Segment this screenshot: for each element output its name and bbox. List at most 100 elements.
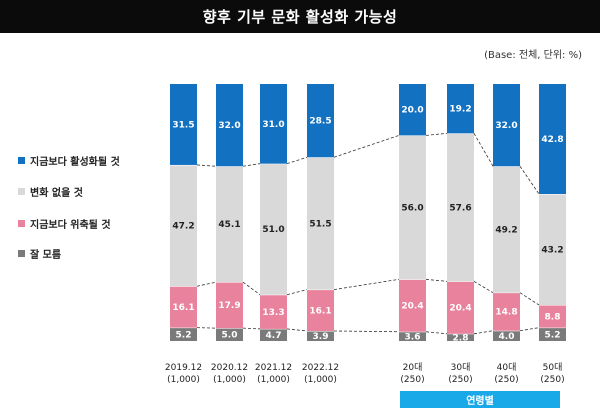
legend-item-activate: 지금보다 활성화될 것 <box>18 153 120 168</box>
data-label-unknown: 4.7 <box>266 331 282 341</box>
legend-item-shrink: 지금보다 위축될 것 <box>18 216 111 231</box>
bar-segment-nochange <box>447 133 474 282</box>
legend-swatch-nochange <box>18 187 25 195</box>
data-label-nochange: 45.1 <box>218 220 240 230</box>
connector-line-nochange <box>242 163 261 167</box>
bar-segment-nochange <box>307 157 334 290</box>
data-label-unknown: 4.0 <box>499 332 515 342</box>
bar-segment-shrink <box>307 289 334 331</box>
connector-line-unknown <box>519 327 540 332</box>
connector-line-unknown <box>196 327 217 329</box>
data-label-nochange: 49.2 <box>495 225 517 235</box>
bar-segment-activate <box>170 84 197 165</box>
legend-swatch-unknown <box>18 249 25 257</box>
data-label-activate: 19.2 <box>449 105 471 115</box>
data-label-shrink: 16.1 <box>309 306 331 316</box>
data-label-unknown: 3.9 <box>313 332 329 342</box>
data-label-activate: 31.5 <box>172 120 194 130</box>
data-label-nochange: 51.0 <box>262 225 284 235</box>
bar-segment-nochange <box>539 194 566 306</box>
bar-segment-nochange <box>260 163 287 295</box>
x-tick-label: 2021.12 <box>255 363 292 373</box>
data-label-activate: 28.5 <box>309 117 331 127</box>
bar-segment-shrink <box>399 279 426 332</box>
data-label-shrink: 20.4 <box>449 304 471 314</box>
data-label-nochange: 57.6 <box>449 203 471 213</box>
bar-segment-shrink <box>539 305 566 328</box>
data-label-activate: 32.0 <box>495 121 517 131</box>
connector-line-nochange <box>333 135 400 158</box>
bar-segment-unknown <box>493 330 520 341</box>
bar-segment-unknown <box>260 328 287 341</box>
data-label-activate: 20.0 <box>401 106 423 116</box>
connector-line-unknown <box>333 330 400 333</box>
bar-segment-activate <box>216 84 243 167</box>
base-note: (Base: 전체, 단위: %) <box>484 50 582 61</box>
connector-line-nochange <box>473 133 494 167</box>
legend-label-unknown: 잘 모름 <box>30 249 62 261</box>
data-label-shrink: 16.1 <box>172 303 194 313</box>
x-tick-base: (250) <box>540 375 564 385</box>
x-tick-label: 2020.12 <box>211 363 248 373</box>
bar-segment-unknown <box>216 328 243 341</box>
legend-label-shrink: 지금보다 위축될 것 <box>30 219 111 231</box>
connector-line-shrink <box>242 281 261 296</box>
bar-segment-shrink <box>216 282 243 329</box>
x-tick-label: 2022.12 <box>302 363 339 373</box>
data-label-unknown: 5.2 <box>176 330 192 340</box>
bar-segment-shrink <box>260 294 287 329</box>
connector-line-nochange <box>286 156 308 165</box>
bar-segment-nochange <box>399 135 426 280</box>
bar-segment-unknown <box>307 330 334 341</box>
data-label-unknown: 5.0 <box>222 331 238 341</box>
connector-line-unknown <box>425 331 448 335</box>
x-tick-base: (250) <box>494 375 518 385</box>
connector-line-unknown <box>473 330 494 335</box>
bar-segment-shrink <box>493 292 520 331</box>
bar-segment-nochange <box>170 164 197 287</box>
data-label-activate: 42.8 <box>541 135 563 145</box>
bar-segment-shrink <box>447 281 474 334</box>
bar-segment-shrink <box>170 286 197 328</box>
connector-line-shrink <box>519 292 540 306</box>
chart-title: 향후 기부 문화 활성화 가능성 <box>0 0 600 33</box>
x-tick-base: (1,000) <box>167 375 200 385</box>
data-label-shrink: 13.3 <box>262 308 284 318</box>
data-label-activate: 32.0 <box>218 121 240 131</box>
data-label-unknown: 5.2 <box>545 330 561 340</box>
data-label-nochange: 43.2 <box>541 246 563 256</box>
bar-segment-activate <box>493 84 520 167</box>
bar-segment-activate <box>539 84 566 194</box>
connector-line-unknown <box>242 327 261 330</box>
x-tick-label: 30대 <box>451 362 471 373</box>
data-label-nochange: 56.0 <box>401 203 423 213</box>
bar-segment-unknown <box>539 327 566 341</box>
legend-item-unknown: 잘 모름 <box>18 246 62 261</box>
connector-line-shrink <box>333 278 400 290</box>
connector-line-nochange <box>425 132 448 136</box>
bar-segment-activate <box>399 84 426 136</box>
x-tick-base: (1,000) <box>213 375 246 385</box>
data-label-activate: 31.0 <box>262 120 284 130</box>
x-tick-base: (1,000) <box>304 375 337 385</box>
bar-segment-unknown <box>399 331 426 341</box>
legend-label-activate: 지금보다 활성화될 것 <box>30 156 120 168</box>
bar-segment-nochange <box>493 166 520 293</box>
bar-segment-activate <box>260 84 287 164</box>
connector-line-shrink <box>196 281 217 287</box>
legend-item-nochange: 변화 없을 것 <box>18 184 83 199</box>
connector-line-nochange <box>196 164 217 167</box>
legend-swatch-activate <box>18 156 25 164</box>
x-tick-label: 20대 <box>403 362 423 373</box>
x-tick-label: 40대 <box>497 362 517 373</box>
legend-swatch-shrink <box>18 219 25 227</box>
data-label-nochange: 47.2 <box>172 222 194 232</box>
data-label-shrink: 17.9 <box>218 301 240 311</box>
bar-segment-unknown <box>447 333 474 341</box>
legend-label-nochange: 변화 없을 것 <box>30 187 83 199</box>
data-label-shrink: 8.8 <box>545 312 561 322</box>
x-tick-base: (250) <box>448 375 472 385</box>
data-label-unknown: 2.8 <box>453 333 469 343</box>
connector-line-shrink <box>473 281 494 294</box>
